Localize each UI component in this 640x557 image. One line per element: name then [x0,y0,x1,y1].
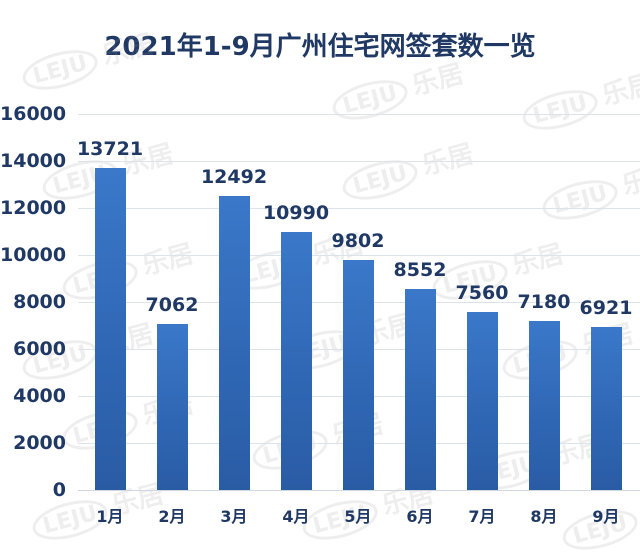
gridline [78,208,640,209]
bar-8[interactable] [529,321,560,490]
bar-3[interactable] [219,196,250,490]
bar-value-label: 7062 [145,294,199,316]
bar-value-label: 12492 [200,166,268,188]
y-axis-tick-label: 2000 [13,432,66,454]
bar-value-label: 7560 [455,282,509,304]
gridline [78,161,640,162]
chart-title: 2021年1-9月广州住宅网签套数一览 [104,32,536,62]
y-axis-tick-label: 10000 [0,244,67,266]
bar-7[interactable] [467,312,498,490]
watermark-text: 乐居 [598,68,640,112]
gridline [78,114,640,115]
x-axis-tick-label: 9月 [592,507,620,526]
bar-1[interactable] [95,168,126,490]
y-axis-tick-label: 16000 [0,103,67,125]
gridline [78,255,640,256]
watermark-logo: LEJU [328,73,412,127]
gridline [78,490,640,491]
bar-5[interactable] [343,260,374,490]
x-axis-tick-label: 8月 [530,507,558,526]
bar-9[interactable] [591,327,622,490]
bar-chart: LEJU乐居LEJU乐居LEJU乐居LEJU乐居LEJU乐居LEJU乐居LEJU… [0,23,640,557]
watermark-logo: LEJU [518,83,602,137]
watermark-text: 乐居 [138,238,197,282]
x-axis-tick-label: 1月 [96,507,124,526]
x-axis-tick-label: 7月 [468,507,496,526]
bar-value-label: 9802 [331,230,385,252]
bar-6[interactable] [405,289,436,490]
x-axis-tick-label: 5月 [344,507,372,526]
watermark-text: 乐居 [408,58,467,102]
bar-value-label: 8552 [393,259,447,281]
y-axis-tick-label: 12000 [0,197,67,219]
watermark-logo: LEJU [538,173,622,227]
watermark-text: 乐居 [98,28,157,72]
x-axis-tick-label: 4月 [282,507,310,526]
y-axis-tick-label: 8000 [13,291,66,313]
x-axis-tick-label: 2月 [158,507,186,526]
watermark-text: 乐居 [618,158,640,202]
x-axis-tick-label: 6月 [406,507,434,526]
y-axis-tick-label: 4000 [13,385,66,407]
x-axis-tick-label: 3月 [220,507,248,526]
y-axis-tick-label: 6000 [13,338,66,360]
bar-value-label: 6921 [579,297,633,319]
bar-value-label: 13721 [76,138,144,160]
watermark-logo: LEJU [18,43,102,97]
bar-value-label: 10990 [262,202,330,224]
bar-2[interactable] [157,324,188,490]
bar-value-label: 7180 [517,291,571,313]
bar-4[interactable] [281,232,312,490]
y-axis-tick-label: 14000 [0,150,67,172]
watermark-text: 乐居 [508,238,567,282]
y-axis-tick-label: 0 [52,479,66,501]
